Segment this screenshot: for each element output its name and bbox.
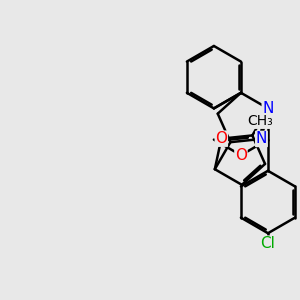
Text: N: N bbox=[256, 131, 267, 146]
Text: O: O bbox=[235, 148, 247, 163]
Text: CH₃: CH₃ bbox=[248, 114, 273, 128]
Text: N: N bbox=[262, 101, 274, 116]
Text: O: O bbox=[215, 131, 227, 146]
Text: Cl: Cl bbox=[260, 236, 275, 251]
